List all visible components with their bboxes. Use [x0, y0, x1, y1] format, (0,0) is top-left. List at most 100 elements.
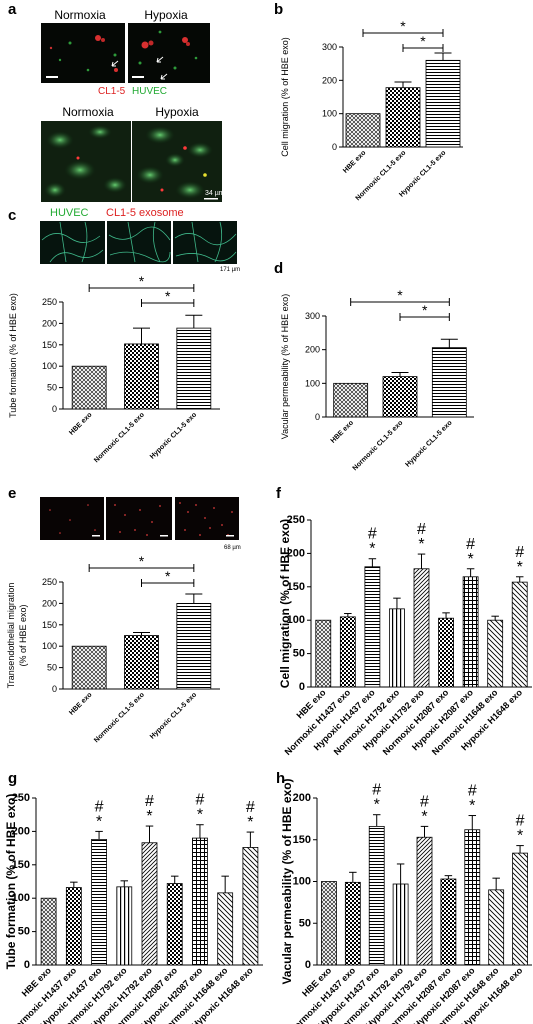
y-tick-label: 50: [18, 926, 30, 938]
bar-d-1: [382, 376, 418, 418]
bar-g-8: [242, 847, 259, 966]
y-tick-label: 300: [322, 42, 337, 52]
bar-f-0: [315, 619, 332, 688]
significance-star: *: [165, 568, 171, 584]
star-mark: *: [146, 808, 152, 825]
micrograph-e-2: [106, 497, 172, 540]
star-mark: *: [374, 797, 380, 814]
micrograph-c-3: [173, 221, 237, 264]
y-tick-label: 250: [287, 514, 305, 526]
significance-star: *: [420, 33, 426, 49]
category-label: Hypoxic CL1-5 exo: [149, 691, 198, 740]
bar-f-3: [389, 608, 405, 688]
micro-a-top-right-title: Hypoxia: [144, 8, 188, 22]
hash-mark: #: [372, 782, 381, 799]
bar-c-0: [71, 365, 107, 410]
bar-f-4: [413, 568, 430, 688]
y-tick-label: 0: [24, 959, 30, 971]
y-axis-label-line2: (% of HBE exo): [18, 604, 28, 666]
panel-label-e: e: [8, 485, 16, 502]
category-label: Hypoxic CL1-5 exo: [398, 149, 447, 198]
y-tick-label: 100: [293, 876, 311, 888]
y-tick-label: 150: [42, 620, 57, 630]
y-tick-label: 200: [12, 825, 30, 837]
bar-f-5: [438, 617, 454, 688]
chart-b: 0 100 200 300 Cell migration (% of HBE exo) H…: [280, 18, 463, 202]
panel-label-b: b: [274, 1, 283, 18]
bar-f-2: [364, 566, 381, 688]
star-mark: *: [467, 551, 473, 568]
micro-a-scale: 34 µm: [205, 190, 225, 197]
bar-c-2: [176, 327, 212, 410]
y-tick-label: 0: [305, 959, 311, 971]
star-mark: *: [369, 541, 375, 558]
micro-a-legend-green: HUVEC: [132, 86, 167, 97]
category-label: HBE exo: [330, 419, 355, 444]
micro-a-top-left-title: Normoxia: [54, 8, 106, 22]
chart-d: 0 100 200 300 Vacular permeability (% of HBE…: [280, 287, 474, 472]
y-tick-label: 50: [47, 663, 57, 673]
significance-star: *: [139, 273, 145, 289]
category-label: Normoxic CL1-5 exo: [93, 691, 146, 744]
y-tick-label: 150: [287, 581, 305, 593]
bar-b-2: [425, 59, 461, 148]
bar-h-7: [488, 889, 505, 966]
bar-h-0: [321, 881, 337, 966]
y-tick-label: 250: [12, 792, 30, 804]
micrograph-e-3: [175, 497, 239, 540]
y-tick-label: 50: [47, 383, 57, 393]
micro-a-bottom-blobs: [44, 125, 218, 200]
hash-mark: #: [95, 798, 104, 815]
bar-h-8: [512, 852, 528, 966]
star-mark: *: [247, 814, 253, 831]
y-tick-label: 50: [293, 648, 305, 660]
bar-h-4: [416, 836, 433, 966]
category-label: Normoxic CL1-5 exo: [352, 419, 405, 472]
y-tick-label: 200: [287, 547, 305, 559]
y-tick-label: 200: [305, 345, 320, 355]
category-label: Normoxic CL1-5 exo: [93, 411, 146, 464]
category-label: HBE exo: [342, 149, 367, 174]
significance-star: *: [139, 553, 145, 569]
y-tick-label: 200: [42, 318, 57, 328]
micro-a-bottom-left-title: Normoxia: [62, 105, 114, 119]
hash-mark: #: [417, 521, 426, 538]
micrograph-hypoxia-top: [128, 23, 210, 83]
y-axis-label: Vacular permeability (% of HBE exo): [280, 294, 290, 439]
bar-f-7: [487, 619, 504, 688]
bar-c-1: [124, 343, 159, 410]
micro-a-legend-red: CL1-5: [98, 86, 126, 97]
bar-e-0: [71, 645, 107, 690]
panel-label-d: d: [274, 260, 283, 277]
bar-g-3: [116, 886, 133, 966]
micro-a-bottom-right-title: Hypoxia: [155, 105, 199, 119]
bar-b-1: [385, 87, 421, 148]
star-mark: *: [96, 813, 102, 830]
y-tick-label: 100: [287, 614, 305, 626]
y-axis-label: Tube formation (% of HBE exo): [4, 794, 18, 970]
significance-star: *: [422, 302, 428, 318]
bar-h-6: [464, 829, 481, 966]
hash-mark: #: [516, 813, 525, 830]
star-mark: *: [469, 798, 475, 815]
micrograph-panel-a: Normoxia Hypoxia CL1-5 HUVEC Normoxia Hy…: [41, 8, 225, 219]
hash-mark: #: [515, 544, 524, 561]
y-tick-label: 200: [322, 75, 337, 85]
category-label: HBE exo: [68, 691, 93, 716]
y-tick-label: 100: [12, 892, 30, 904]
y-axis-label: Tube formation (% of HBE exo): [8, 293, 18, 418]
star-mark: *: [517, 828, 523, 845]
micro-e-scale: 68 µm: [224, 545, 241, 551]
y-axis-label: Vacular permeability (% of HBE exo): [280, 778, 294, 984]
y-tick-label: 100: [42, 361, 57, 371]
bar-g-7: [217, 892, 234, 966]
bar-h-1: [344, 881, 361, 966]
y-tick-label: 250: [42, 577, 57, 587]
y-tick-label: 0: [332, 142, 337, 152]
hash-mark: #: [246, 799, 255, 816]
y-tick-label: 0: [52, 684, 57, 694]
y-tick-label: 0: [52, 404, 57, 414]
